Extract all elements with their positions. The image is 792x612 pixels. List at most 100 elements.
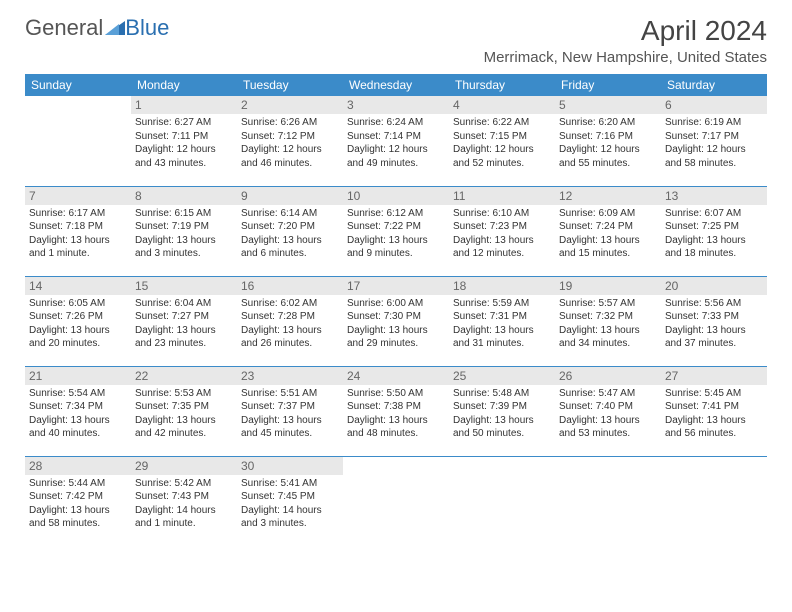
sunset-text: Sunset: 7:11 PM [135,130,233,144]
day-number: 16 [237,277,343,295]
day-number: 7 [25,187,131,205]
daylight-text: Daylight: 13 hours and 37 minutes. [665,324,763,351]
sunrise-text: Sunrise: 6:27 AM [135,116,233,130]
day-number: 22 [131,367,237,385]
calendar-day-cell: 25Sunrise: 5:48 AMSunset: 7:39 PMDayligh… [449,366,555,456]
calendar-day-cell: 14Sunrise: 6:05 AMSunset: 7:26 PMDayligh… [25,276,131,366]
day-header: Monday [131,74,237,96]
logo-text-1: General [25,15,103,41]
sunrise-text: Sunrise: 6:09 AM [559,207,657,221]
calendar-week-row: 14Sunrise: 6:05 AMSunset: 7:26 PMDayligh… [25,276,767,366]
day-number: 2 [237,96,343,114]
sunrise-text: Sunrise: 5:59 AM [453,297,551,311]
daylight-text: Daylight: 13 hours and 12 minutes. [453,234,551,261]
calendar-day-cell [555,456,661,546]
day-number: 17 [343,277,449,295]
daylight-text: Daylight: 13 hours and 34 minutes. [559,324,657,351]
day-number: 26 [555,367,661,385]
day-number: 30 [237,457,343,475]
sunset-text: Sunset: 7:31 PM [453,310,551,324]
daylight-text: Daylight: 14 hours and 1 minute. [135,504,233,531]
sunset-text: Sunset: 7:45 PM [241,490,339,504]
calendar-day-cell: 17 Sunrise: 6:00 AMSunset: 7:30 PMDayligh… [343,276,449,366]
day-number: 8 [131,187,237,205]
sunrise-text: Sunrise: 6:00 AM [347,297,445,311]
sunrise-text: Sunrise: 5:57 AM [559,297,657,311]
daylight-text: Daylight: 13 hours and 31 minutes. [453,324,551,351]
calendar-body: 1Sunrise: 6:27 AMSunset: 7:11 PMDaylight… [25,96,767,546]
calendar-week-row: 1Sunrise: 6:27 AMSunset: 7:11 PMDaylight… [25,96,767,186]
sunrise-text: Sunrise: 5:41 AM [241,477,339,491]
sunset-text: Sunset: 7:17 PM [665,130,763,144]
daylight-text: Daylight: 13 hours and 3 minutes. [135,234,233,261]
day-number: 4 [449,96,555,114]
day-number: 1 [131,96,237,114]
calendar-day-cell: 23 Sunrise: 5:51 AMSunset: 7:37 PMDayligh… [237,366,343,456]
sunrise-text: Sunrise: 6:26 AM [241,116,339,130]
sunset-text: Sunset: 7:37 PM [241,400,339,414]
daylight-text: Daylight: 13 hours and 53 minutes. [559,414,657,441]
sunrise-text: Sunrise: 6:15 AM [135,207,233,221]
day-header: Tuesday [237,74,343,96]
calendar-day-cell: 3Sunrise: 6:24 AMSunset: 7:14 PMDaylight… [343,96,449,186]
sunrise-text: Sunrise: 5:42 AM [135,477,233,491]
day-number: 21 [25,367,131,385]
sunset-text: Sunset: 7:30 PM [347,310,445,324]
logo-text-2: Blue [125,15,169,41]
daylight-text: Daylight: 13 hours and 50 minutes. [453,414,551,441]
daylight-text: Daylight: 12 hours and 55 minutes. [559,143,657,170]
calendar-day-cell: 6Sunrise: 6:19 AMSunset: 7:17 PMDaylight… [661,96,767,186]
daylight-text: Daylight: 13 hours and 20 minutes. [29,324,127,351]
calendar-day-cell: 11Sunrise: 6:10 AMSunset: 7:23 PMDayligh… [449,186,555,276]
calendar-day-cell: 26Sunrise: 5:47 AMSunset: 7:40 PMDayligh… [555,366,661,456]
daylight-text: Daylight: 13 hours and 29 minutes. [347,324,445,351]
sunrise-text: Sunrise: 5:54 AM [29,387,127,401]
calendar-day-cell: 18Sunrise: 5:59 AMSunset: 7:31 PMDayligh… [449,276,555,366]
sunrise-text: Sunrise: 6:17 AM [29,207,127,221]
sunset-text: Sunset: 7:23 PM [453,220,551,234]
sunset-text: Sunset: 7:25 PM [665,220,763,234]
sunset-text: Sunset: 7:24 PM [559,220,657,234]
sunset-text: Sunset: 7:38 PM [347,400,445,414]
sunset-text: Sunset: 7:33 PM [665,310,763,324]
sunset-text: Sunset: 7:43 PM [135,490,233,504]
daylight-text: Daylight: 12 hours and 52 minutes. [453,143,551,170]
calendar-day-cell: 19Sunrise: 5:57 AMSunset: 7:32 PMDayligh… [555,276,661,366]
calendar-day-cell: 20Sunrise: 5:56 AMSunset: 7:33 PMDayligh… [661,276,767,366]
daylight-text: Daylight: 13 hours and 1 minute. [29,234,127,261]
calendar-day-cell: 2Sunrise: 6:26 AMSunset: 7:12 PMDaylight… [237,96,343,186]
calendar-day-cell: 15Sunrise: 6:04 AMSunset: 7:27 PMDayligh… [131,276,237,366]
day-number: 10 [343,187,449,205]
daylight-text: Daylight: 12 hours and 43 minutes. [135,143,233,170]
sunrise-text: Sunrise: 6:02 AM [241,297,339,311]
calendar-week-row: 28Sunrise: 5:44 AMSunset: 7:42 PMDayligh… [25,456,767,546]
sunrise-text: Sunrise: 6:12 AM [347,207,445,221]
sunrise-text: Sunrise: 5:48 AM [453,387,551,401]
calendar-day-cell: 10Sunrise: 6:12 AMSunset: 7:22 PMDayligh… [343,186,449,276]
day-number: 14 [25,277,131,295]
location-subtitle: Merrimack, New Hampshire, United States [484,49,767,66]
daylight-text: Daylight: 13 hours and 45 minutes. [241,414,339,441]
calendar-day-cell: 8Sunrise: 6:15 AMSunset: 7:19 PMDaylight… [131,186,237,276]
page-title: April 2024 [484,15,767,47]
day-number: 23 [237,367,343,385]
sunrise-text: Sunrise: 5:51 AM [241,387,339,401]
sunrise-text: Sunrise: 6:14 AM [241,207,339,221]
calendar-day-cell: 9Sunrise: 6:14 AMSunset: 7:20 PMDaylight… [237,186,343,276]
day-number: 25 [449,367,555,385]
header: General Blue April 2024 Merrimack, New H… [25,15,767,66]
daylight-text: Daylight: 13 hours and 48 minutes. [347,414,445,441]
calendar-week-row: 7Sunrise: 6:17 AMSunset: 7:18 PMDaylight… [25,186,767,276]
sunrise-text: Sunrise: 5:53 AM [135,387,233,401]
sunrise-text: Sunrise: 5:45 AM [665,387,763,401]
sunset-text: Sunset: 7:15 PM [453,130,551,144]
day-number: 15 [131,277,237,295]
sunset-text: Sunset: 7:34 PM [29,400,127,414]
calendar-day-cell: 13Sunrise: 6:07 AMSunset: 7:25 PMDayligh… [661,186,767,276]
sunrise-text: Sunrise: 5:56 AM [665,297,763,311]
sunset-text: Sunset: 7:14 PM [347,130,445,144]
sunset-text: Sunset: 7:20 PM [241,220,339,234]
daylight-text: Daylight: 13 hours and 15 minutes. [559,234,657,261]
calendar-day-cell: 5Sunrise: 6:20 AMSunset: 7:16 PMDaylight… [555,96,661,186]
daylight-text: Daylight: 13 hours and 26 minutes. [241,324,339,351]
